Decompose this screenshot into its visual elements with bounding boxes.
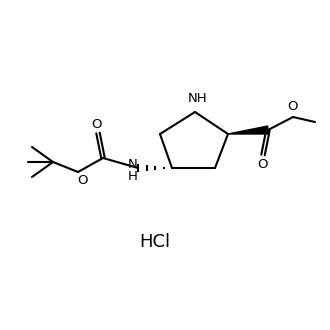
Text: NH: NH bbox=[188, 92, 208, 106]
Text: O: O bbox=[287, 101, 297, 114]
Text: N: N bbox=[128, 157, 138, 171]
Text: H: H bbox=[128, 170, 138, 182]
Text: O: O bbox=[78, 174, 88, 186]
Text: HCl: HCl bbox=[140, 233, 171, 251]
Polygon shape bbox=[228, 126, 268, 134]
Text: O: O bbox=[257, 157, 267, 171]
Text: O: O bbox=[92, 117, 102, 130]
